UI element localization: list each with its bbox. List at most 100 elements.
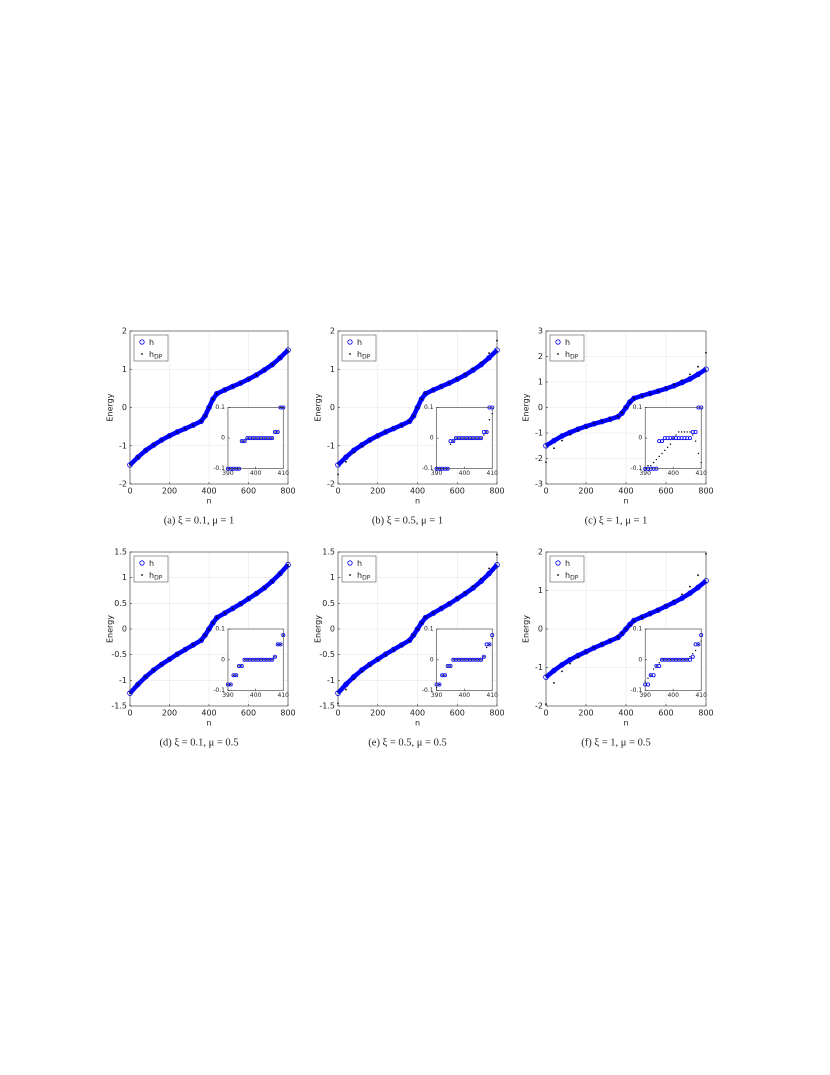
y-axis-label: Energy <box>314 615 323 643</box>
circle-marker <box>481 429 486 434</box>
dot-marker <box>675 434 677 436</box>
x-tick-label: 0 <box>127 487 132 496</box>
dot-marker <box>485 431 488 433</box>
dot-marker <box>247 597 250 600</box>
x-tick-label: 400 <box>618 709 633 718</box>
dot-marker <box>680 659 683 661</box>
dot-marker <box>424 616 427 619</box>
inset-frame <box>644 407 702 470</box>
dot-marker <box>460 437 463 439</box>
circle-marker <box>448 663 453 668</box>
circle-marker <box>583 423 589 430</box>
circle-marker <box>182 646 189 653</box>
circle-marker <box>696 642 701 647</box>
legend-name: h <box>149 571 154 580</box>
circle-marker <box>248 436 253 441</box>
circle-marker <box>473 436 478 441</box>
circle-marker <box>264 657 269 662</box>
dot-marker <box>692 652 694 655</box>
dot-marker <box>480 361 482 364</box>
circle-marker <box>210 620 216 626</box>
dot-marker <box>661 452 663 455</box>
dot-marker <box>345 688 347 691</box>
legend-box <box>549 334 585 362</box>
circle-marker <box>663 385 669 392</box>
dot-marker <box>672 659 674 661</box>
x-tick-label: 200 <box>370 709 385 718</box>
x-tick-label: 400 <box>250 692 262 699</box>
dot-marker <box>488 643 491 646</box>
dot-marker <box>376 435 379 438</box>
y-tick-label: 3 <box>538 327 543 336</box>
dot-marker <box>480 437 482 439</box>
dot-marker <box>469 437 471 439</box>
dot-marker <box>697 365 699 368</box>
x-tick-label: 410 <box>487 470 499 477</box>
circle-marker <box>237 380 244 386</box>
x-axis-label: n <box>623 497 628 506</box>
dot-marker <box>376 658 379 661</box>
y-tick-label: -0.1 <box>630 687 642 694</box>
dot-marker <box>686 431 688 433</box>
circle-marker <box>206 404 212 411</box>
circle-marker <box>693 429 698 434</box>
dot-marker <box>263 659 265 661</box>
dot-marker <box>664 659 666 661</box>
x-tick-label: 600 <box>450 487 465 496</box>
dot-marker <box>212 621 214 624</box>
dot-marker <box>680 431 683 433</box>
circle-marker <box>277 354 283 361</box>
circle-marker <box>676 436 681 441</box>
axes-frame <box>129 330 289 485</box>
dot-marker <box>683 659 686 661</box>
dot-marker <box>686 659 688 661</box>
dot-marker <box>658 455 660 458</box>
dot-marker <box>277 431 279 433</box>
circle-marker <box>398 642 405 648</box>
dot-marker <box>238 665 240 667</box>
dot-marker <box>440 385 443 388</box>
dot-marker <box>216 392 218 395</box>
x-tick-label: 400 <box>667 470 679 477</box>
circle-marker <box>382 651 389 657</box>
dot-marker <box>208 628 210 630</box>
dot-marker <box>601 420 603 422</box>
y-tick-label: -0.1 <box>422 687 434 694</box>
circle-marker <box>467 657 472 662</box>
dot-marker <box>192 644 195 646</box>
dot-marker <box>241 665 243 667</box>
circle-marker <box>158 437 165 443</box>
circle-marker <box>671 383 677 389</box>
circle-marker <box>234 673 239 678</box>
circle-marker <box>627 621 633 628</box>
circle-marker <box>674 657 679 662</box>
y-tick-label: 0.1 <box>633 404 643 411</box>
circle-marker <box>190 422 197 428</box>
x-tick-label: 0 <box>543 487 548 496</box>
circle-marker <box>682 436 687 441</box>
dot-marker <box>265 659 268 661</box>
dot-marker <box>601 643 603 645</box>
circle-marker <box>418 396 425 402</box>
circle-marker <box>277 570 283 577</box>
dot-marker <box>384 431 387 433</box>
circle-marker <box>261 585 268 591</box>
circle-marker <box>245 376 252 382</box>
y-tick-label: -0.5 <box>319 650 335 659</box>
circle-marker <box>676 657 681 662</box>
dot-marker <box>625 628 627 630</box>
circle-marker <box>671 657 676 662</box>
legend-name: h <box>565 559 570 568</box>
y-axis-label: Energy <box>106 393 115 421</box>
dot-marker <box>655 458 658 461</box>
axes-frame <box>545 551 707 707</box>
dot-marker <box>641 616 643 619</box>
circle-marker <box>214 614 220 621</box>
circle-marker <box>456 436 461 441</box>
legend-box <box>133 334 169 362</box>
dot-marker <box>649 613 651 615</box>
circle-marker <box>190 642 197 648</box>
dot-marker <box>633 620 635 622</box>
dot-marker <box>263 587 266 589</box>
dot-marker <box>629 401 631 404</box>
